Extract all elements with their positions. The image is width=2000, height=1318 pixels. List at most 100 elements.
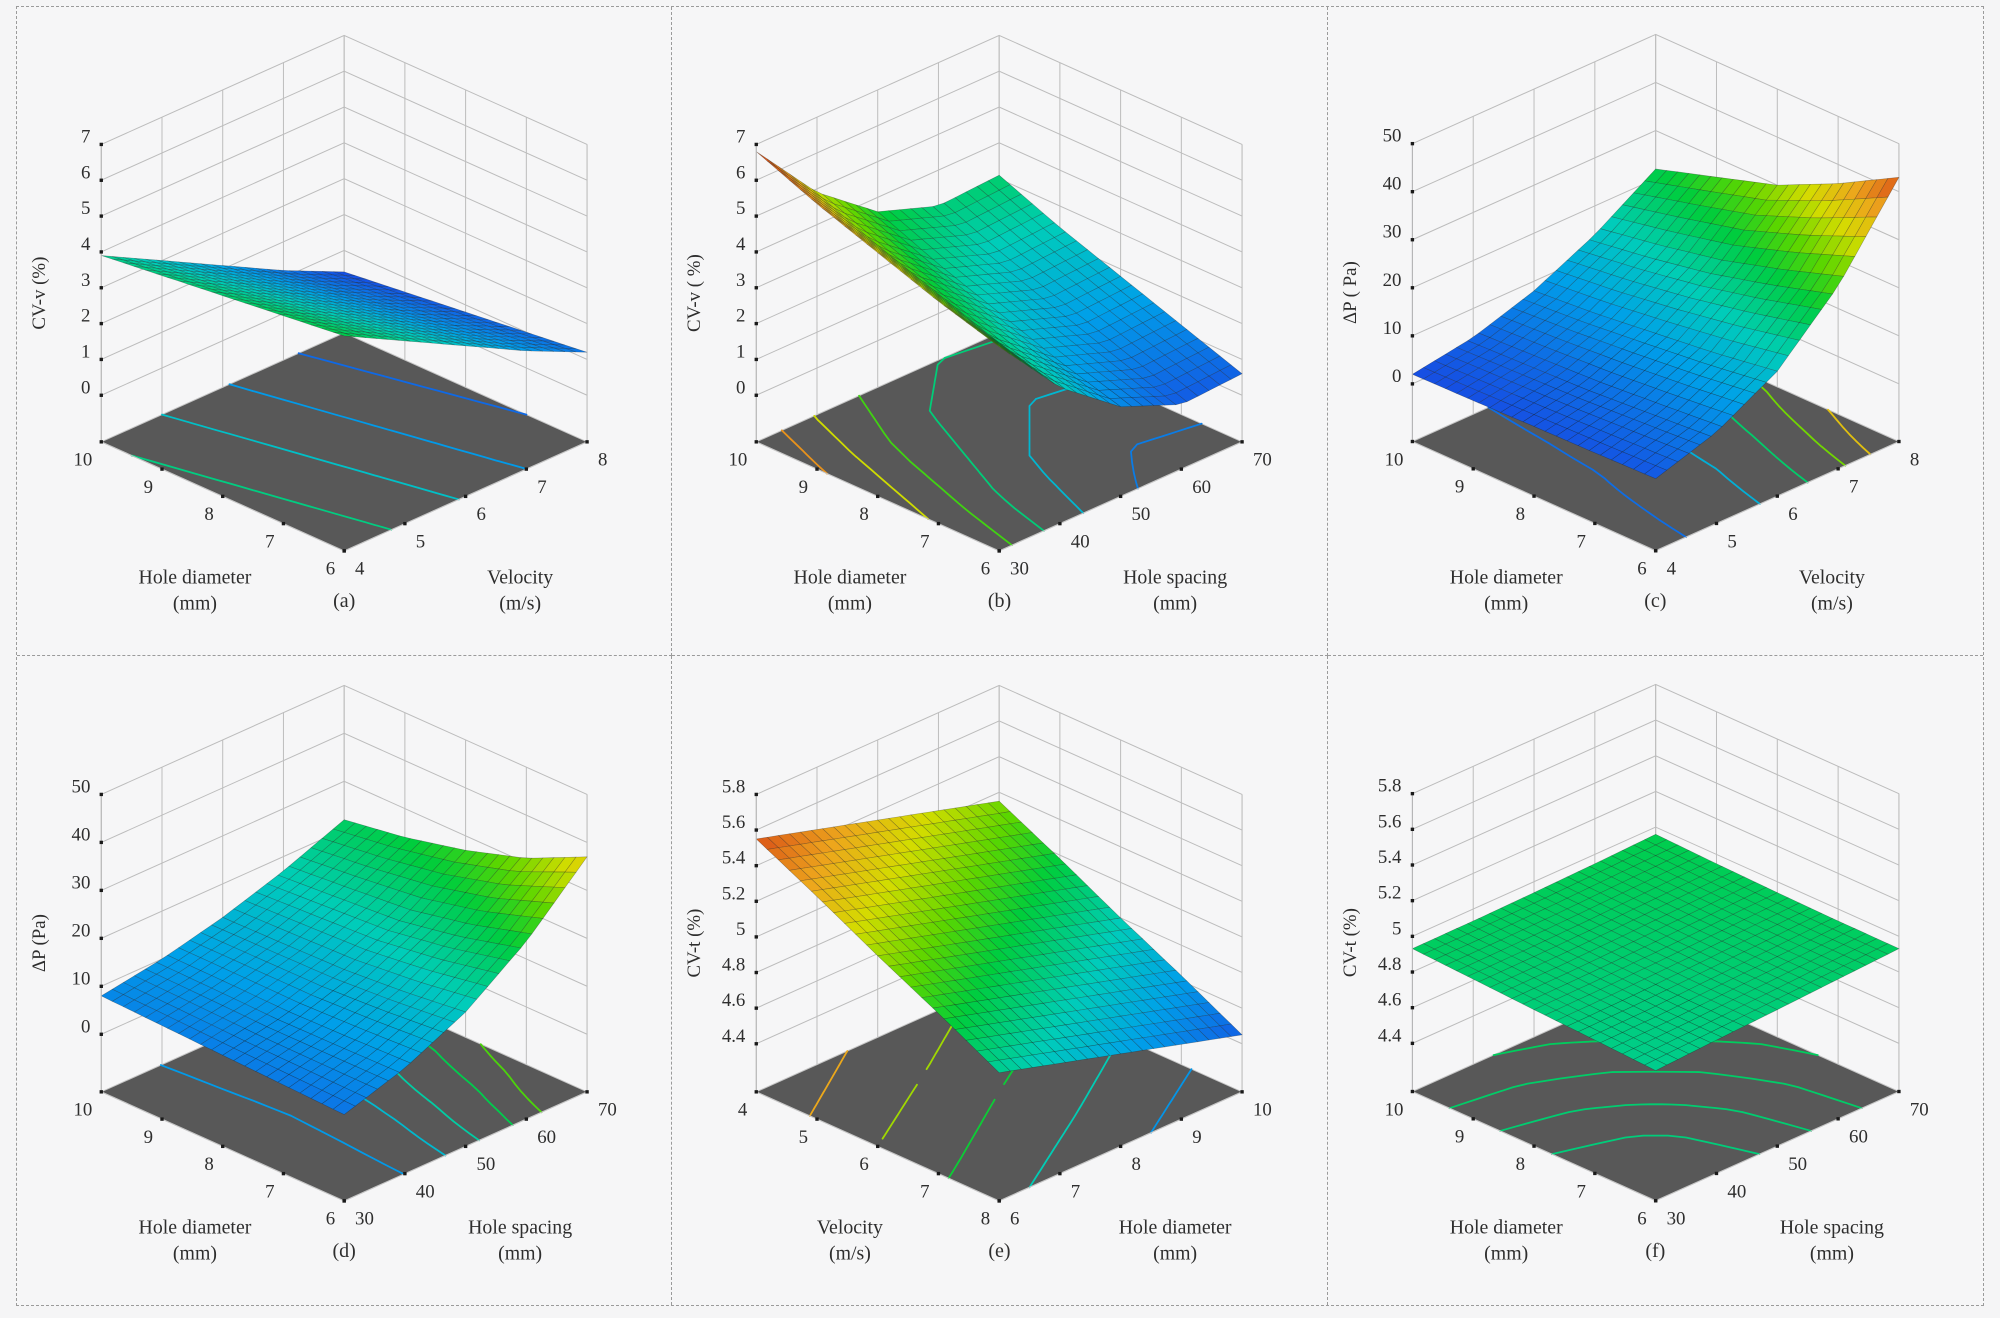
z-tick-label: 50 (1382, 126, 1401, 147)
contour-line (1150, 1068, 1193, 1134)
right-axis-title: Velocity (1798, 567, 1864, 589)
z-tick-label: 6 (81, 162, 90, 183)
z-tick-label: 1 (81, 341, 90, 362)
z-tick-label: 5.8 (1378, 776, 1402, 797)
left-axis-tick: 9 (1454, 477, 1463, 498)
right-axis-unit: (m/s) (1811, 592, 1853, 614)
left-axis-title: Hole diameter (1449, 567, 1562, 589)
right-axis-tick: 70 (598, 1100, 617, 1121)
z-tick-label: 2 (736, 306, 745, 327)
z-tick-label: 0 (736, 377, 745, 398)
right-axis-title: Hole spacing (1779, 1217, 1883, 1239)
right-axis-unit: (mm) (1810, 1242, 1854, 1264)
left-axis-tick: 9 (144, 477, 153, 498)
right-axis-tick: 70 (1253, 450, 1272, 471)
panel-caption-a: (a) (333, 590, 356, 612)
right-axis-tick: 50 (477, 1154, 496, 1175)
z-tick-label: 5.8 (722, 776, 746, 797)
contour-line (781, 429, 829, 475)
right-axis-tick: 60 (537, 1127, 556, 1148)
left-axis-tick: 8 (860, 504, 869, 525)
z-axis-title: CV-v ( %) (684, 254, 705, 332)
left-axis-unit: (mm) (173, 592, 217, 614)
floor-contours (130, 352, 528, 531)
z-tick-label: 5.6 (1378, 811, 1402, 832)
left-axis-tick: 4 (738, 1100, 748, 1121)
surface-mesh (100, 819, 588, 1115)
surface-mesh (756, 151, 1243, 408)
z-tick-label: 40 (72, 824, 91, 845)
z-tick-label: 6 (736, 162, 745, 183)
left-axis-tick: 6 (326, 559, 335, 580)
contour-line (809, 1050, 849, 1117)
contour-line (858, 394, 1014, 547)
contour-line (1826, 408, 1871, 456)
panel-a: 7 6 5 4 3 2 1 0 CV-v (%) 10 9 8 7 6 4 5 6 7 8 Hole diameter… (17, 7, 673, 656)
z-tick-label: 5.2 (1378, 883, 1402, 904)
right-axis-tick: 5 (1727, 531, 1736, 552)
right-axis-title: Hole spacing (468, 1217, 572, 1239)
panel-f: 5.8 5.6 5.4 5.2 5 4.8 4.6 4.4 CV-t (%) 10 9 8 7 6 30 40… (1328, 656, 1983, 1305)
right-axis-tick: 30 (1010, 559, 1029, 580)
right-axis-unit: (m/s) (499, 592, 541, 614)
panel-b: 7 6 5 4 3 2 1 0 CV-v ( %) 10 9 8 7 6 30 40 50 60 70 Hole di… (672, 7, 1328, 656)
left-axis-tick: 7 (1576, 1181, 1585, 1202)
panel-c: 50 40 30 20 10 0 ΔP ( Pa) 10 9 8 7 6 4 5 6 7 8 Hole diame… (1327, 7, 1983, 656)
left-axis-tick: 5 (799, 1127, 808, 1148)
z-tick-label: 4 (736, 234, 746, 255)
left-axis-tick: 8 (1515, 504, 1524, 525)
right-axis-tick: 40 (1071, 531, 1090, 552)
right-axis-tick: 6 (477, 504, 486, 525)
right-axis-tick: 50 (1788, 1154, 1807, 1175)
contour-line (813, 414, 930, 520)
z-tick-label: 4.4 (1378, 1025, 1402, 1046)
left-axis-tick: 8 (1515, 1154, 1524, 1175)
right-axis-tick: 10 (1253, 1100, 1272, 1121)
z-tick-label: 5 (736, 919, 745, 940)
z-tick-label: 10 (72, 968, 91, 989)
contour-line (1550, 1134, 1760, 1156)
left-axis-unit: (mm) (173, 1242, 217, 1264)
panel-caption-f: (f) (1645, 1240, 1666, 1262)
right-axis-title: Hole diameter (1119, 1217, 1232, 1239)
left-axis-unit: (m/s) (829, 1242, 871, 1264)
contour-line (228, 383, 528, 470)
right-axis-tick: 40 (416, 1181, 435, 1202)
z-tick-label: 4.4 (722, 1026, 746, 1047)
left-axis-title: Hole diameter (139, 1217, 252, 1239)
left-axis-unit: (mm) (828, 592, 872, 614)
z-tick-label: 20 (72, 920, 91, 941)
right-axis-tick: 30 (355, 1209, 374, 1230)
left-axis-tick: 10 (1384, 1099, 1403, 1120)
left-axis-tick: 7 (265, 531, 274, 552)
left-axis-tick: 10 (1384, 449, 1403, 470)
z-axis-title: CV-v (%) (29, 257, 50, 330)
left-axis-tick: 8 (981, 1209, 990, 1230)
left-axis-unit: (mm) (1484, 1242, 1528, 1264)
contour-line (1448, 1070, 1863, 1110)
left-axis-tick: 7 (920, 531, 929, 552)
floor-contours (1448, 1039, 1863, 1156)
z-tick-label: 5 (1392, 918, 1401, 939)
z-tick-label: 5.2 (722, 883, 746, 904)
surface-mesh (1411, 833, 1900, 1071)
z-axis-title: CV-t (%) (684, 909, 705, 978)
z-tick-label: 4.8 (1378, 954, 1402, 975)
z-tick-label: 5.4 (722, 848, 746, 869)
right-axis-tick: 50 (1132, 504, 1151, 525)
contour-line (1499, 1103, 1812, 1132)
z-tick-label: 0 (1392, 366, 1401, 387)
z-tick-label: 0 (81, 377, 90, 398)
surface-mesh (1411, 168, 1900, 479)
left-axis-tick: 10 (74, 1100, 93, 1121)
right-axis-tick: 60 (1849, 1127, 1868, 1148)
right-axis-tick: 70 (1910, 1099, 1929, 1120)
surface-mesh (101, 255, 588, 353)
right-axis-tick: 9 (1193, 1127, 1202, 1148)
contour-line (1487, 406, 1687, 539)
z-tick-label: 4.6 (722, 990, 746, 1011)
